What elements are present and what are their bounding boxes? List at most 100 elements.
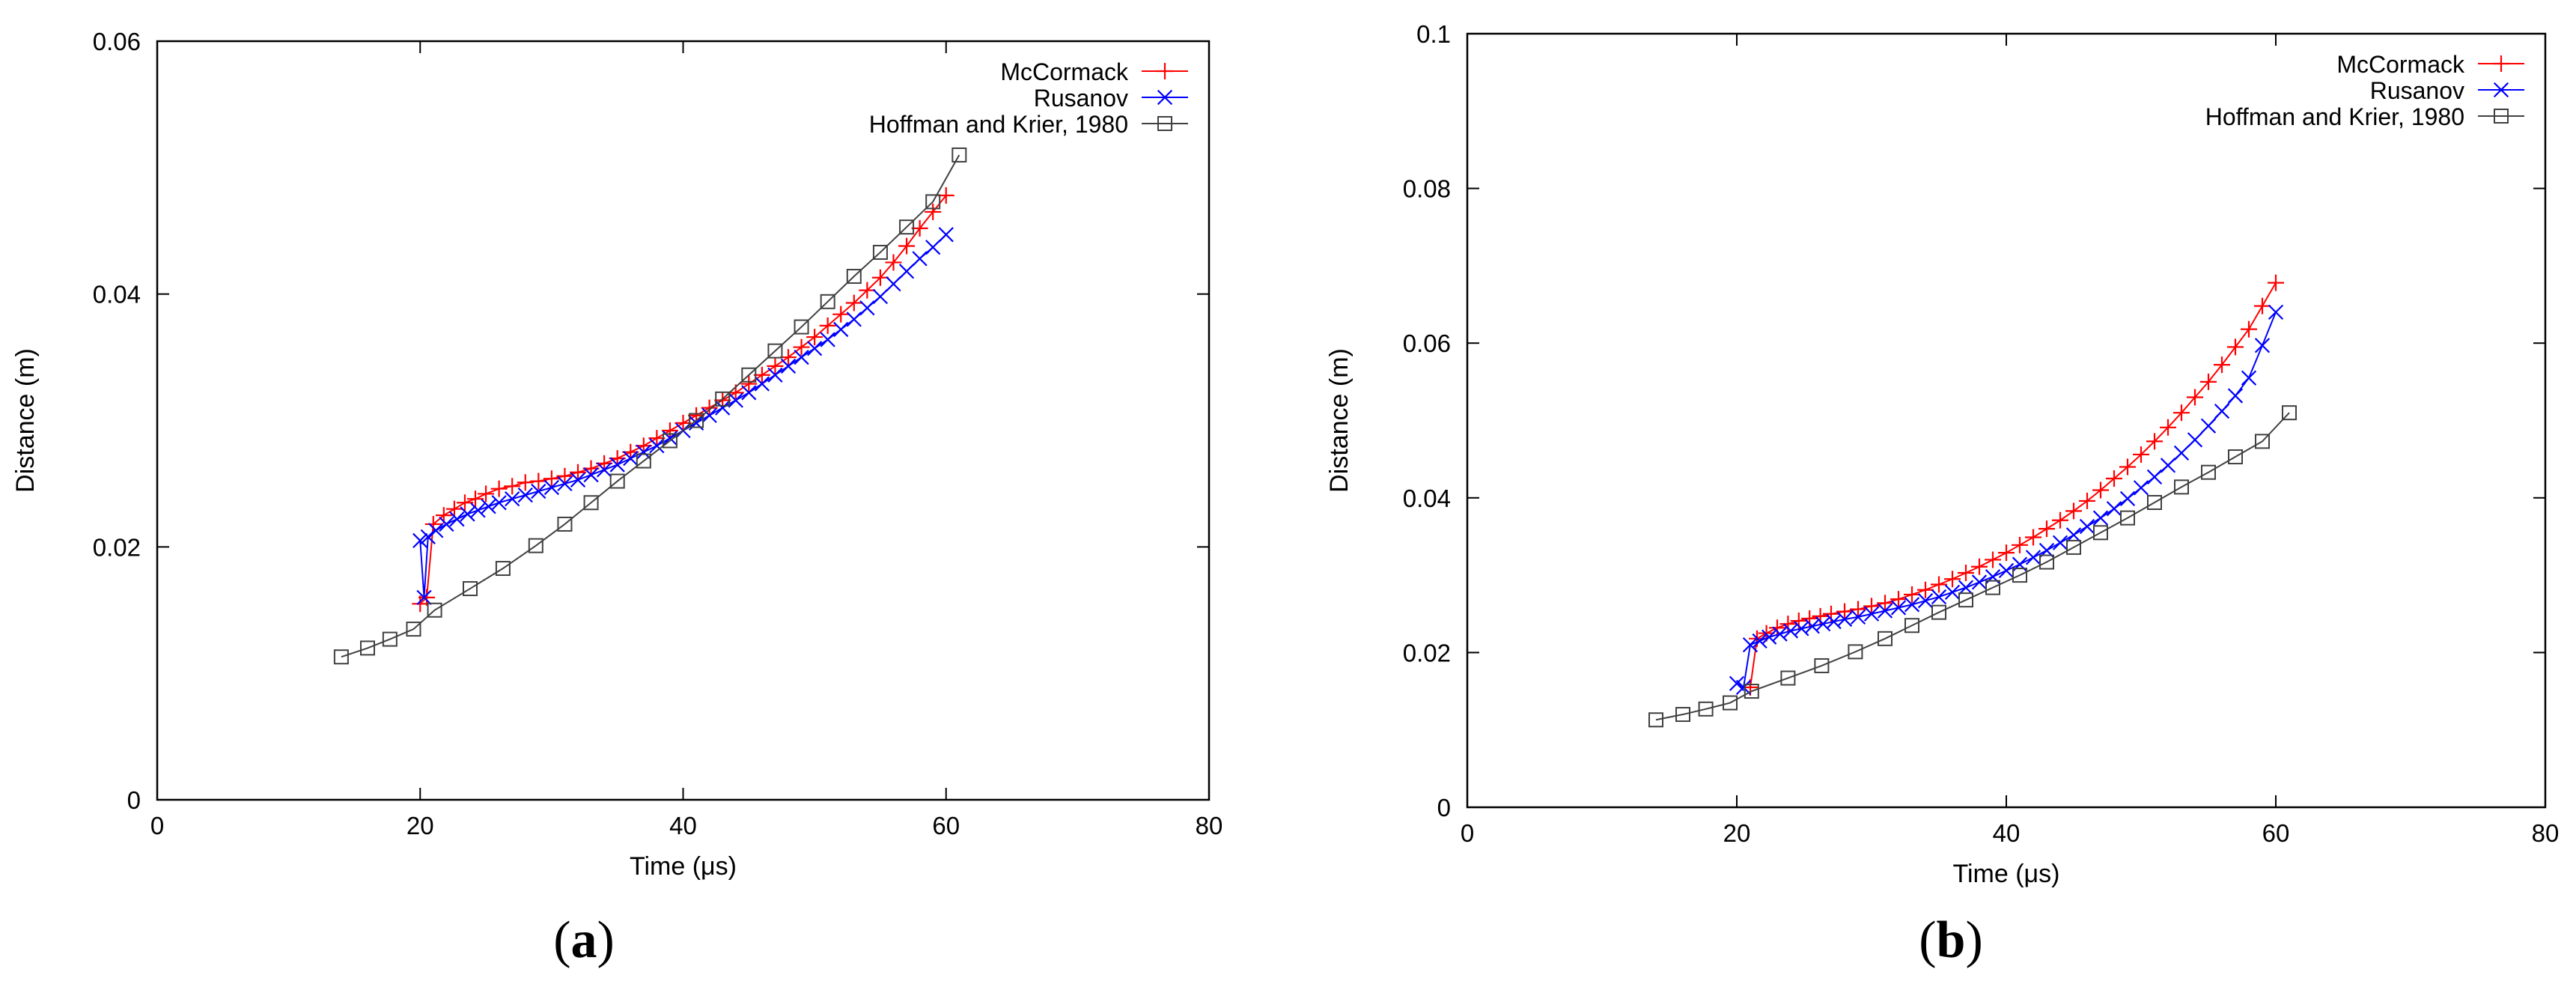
data-point — [794, 319, 809, 335]
data-point — [820, 332, 835, 347]
data-point — [1782, 623, 1799, 639]
data-point — [1836, 603, 1853, 620]
data-point — [1648, 712, 1663, 728]
plot-frame — [1466, 32, 2547, 809]
data-point — [859, 282, 876, 299]
data-point — [807, 341, 823, 356]
y-tick-label: 0.06 — [93, 28, 141, 55]
data-point — [1904, 618, 1919, 634]
data-point — [2173, 445, 2190, 461]
y-tick-label: 0.02 — [93, 533, 141, 561]
data-point — [819, 317, 836, 334]
data-point — [467, 491, 484, 508]
data-point — [2079, 518, 2095, 535]
data-point — [649, 438, 665, 454]
data-point — [1958, 592, 1973, 608]
data-point — [1971, 574, 1988, 590]
data-point — [872, 244, 888, 260]
data-point — [1904, 586, 1920, 603]
data-point — [1804, 619, 1820, 634]
data-point — [675, 414, 692, 431]
data-point — [846, 269, 862, 285]
data-point — [753, 366, 770, 383]
data-point — [780, 349, 797, 366]
y-tick-label: 0 — [1437, 794, 1451, 821]
data-point — [715, 391, 731, 407]
data-point — [899, 219, 915, 235]
series-square — [1648, 405, 2297, 728]
data-point — [2065, 527, 2082, 543]
data-point — [2106, 470, 2122, 487]
data-point — [832, 306, 850, 323]
data-point — [1877, 603, 1893, 619]
data-point — [2228, 449, 2243, 465]
data-point — [820, 294, 835, 309]
data-point — [596, 462, 612, 478]
data-point — [360, 640, 375, 656]
legend-label: McCormack — [1000, 58, 1129, 85]
data-point — [517, 474, 534, 491]
data-point — [517, 487, 533, 503]
data-point — [2200, 373, 2217, 390]
data-point — [406, 622, 421, 637]
data-point — [570, 472, 586, 488]
data-point — [2214, 356, 2230, 374]
data-point — [2214, 403, 2230, 419]
series-line — [1655, 412, 2290, 721]
data-point — [1985, 569, 2001, 585]
data-point — [557, 516, 573, 532]
y-axis-label: Distance (m) — [11, 348, 40, 493]
data-point — [1958, 565, 1974, 582]
data-point — [1794, 621, 1809, 637]
data-point — [2187, 389, 2203, 406]
data-point — [951, 147, 967, 163]
data-point — [543, 470, 560, 488]
data-point — [2160, 458, 2176, 473]
data-point — [556, 467, 573, 485]
data-point — [925, 240, 941, 255]
data-point — [2092, 510, 2109, 526]
data-point — [1850, 609, 1866, 625]
data-point — [456, 494, 473, 511]
data-point — [701, 407, 717, 423]
data-point — [886, 276, 901, 292]
data-point — [1698, 701, 1714, 717]
data-point — [793, 338, 810, 356]
data-point — [1735, 679, 1752, 696]
data-point — [2052, 535, 2068, 550]
data-point — [1826, 613, 1842, 630]
y-tick-label: 0 — [127, 786, 141, 814]
data-point — [728, 392, 743, 408]
data-point — [2254, 338, 2271, 353]
data-point — [2146, 433, 2163, 450]
data-point — [1998, 562, 2015, 579]
data-point — [2066, 539, 2081, 555]
legend-label: McCormack — [2336, 51, 2465, 78]
data-point — [2200, 418, 2217, 434]
data-point — [382, 631, 398, 647]
data-point — [1878, 631, 1893, 646]
data-point — [911, 219, 928, 237]
data-point — [412, 532, 428, 549]
data-point — [937, 186, 954, 204]
data-point — [1958, 580, 1974, 595]
data-point — [1780, 670, 1796, 686]
data-point — [1752, 633, 1767, 649]
data-point — [1971, 558, 1988, 575]
data-point — [2120, 510, 2135, 526]
series-plus — [1742, 274, 2284, 696]
data-point — [333, 649, 349, 665]
data-point — [583, 495, 599, 511]
data-point — [1762, 629, 1777, 645]
data-point — [418, 589, 436, 606]
caption: (b) — [1919, 911, 1983, 969]
data-point — [2255, 434, 2270, 449]
data-point — [1742, 637, 1759, 653]
data-point — [925, 194, 941, 210]
data-point — [570, 464, 586, 481]
legend-label: Hoffman and Krier, 1980 — [2205, 103, 2464, 130]
x-tick-label: 60 — [2262, 819, 2290, 847]
caption: (a) — [553, 911, 615, 969]
